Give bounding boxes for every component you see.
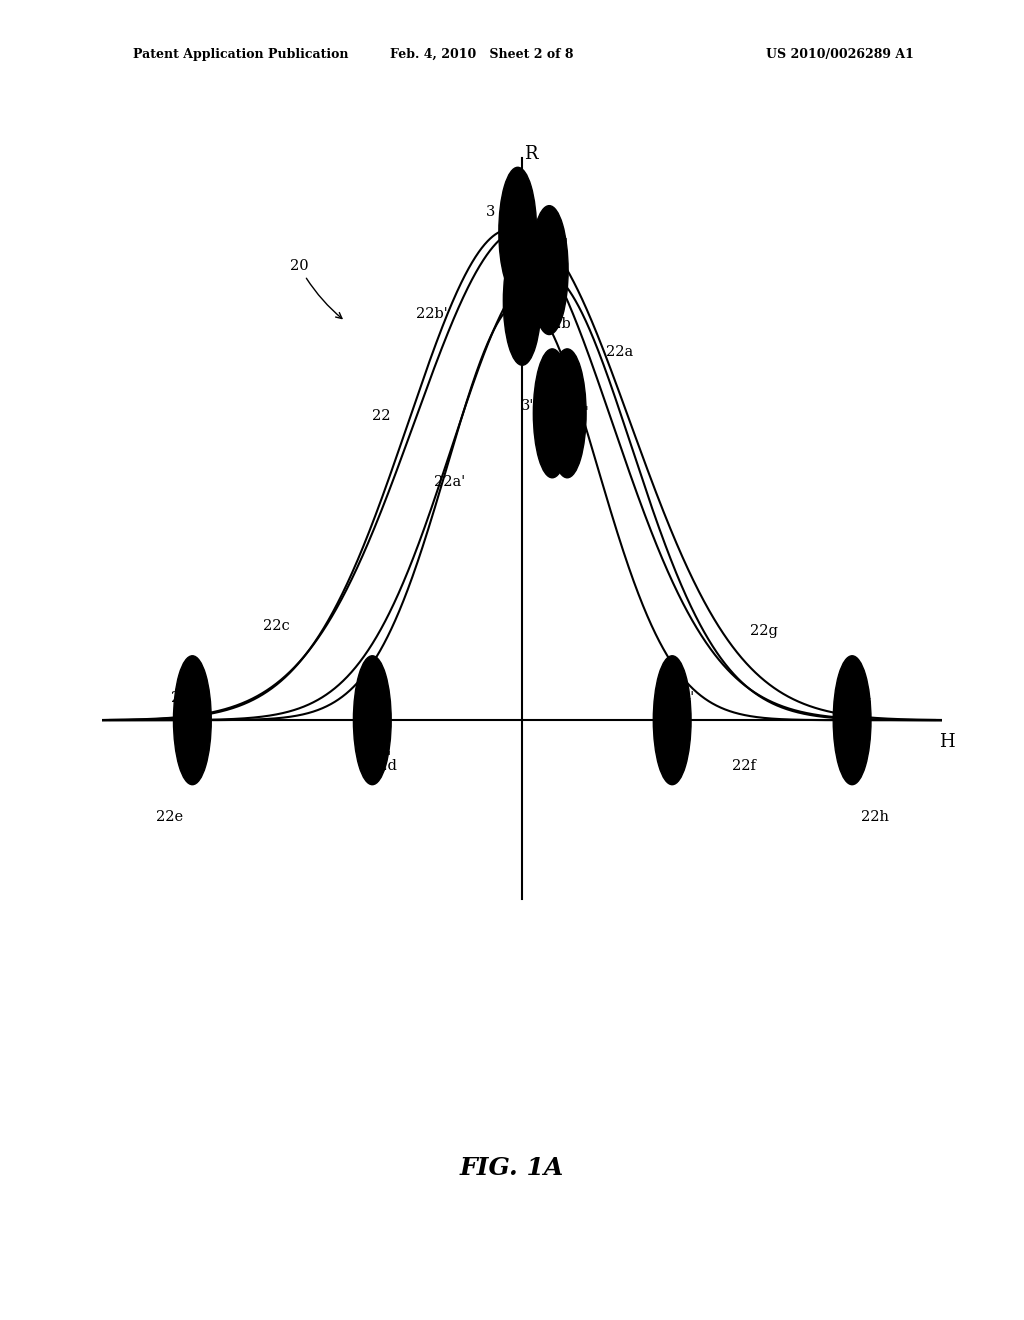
Text: 4': 4' [681, 690, 694, 705]
Circle shape [653, 656, 691, 784]
Text: 22b': 22b' [416, 306, 447, 321]
Text: 1': 1' [555, 238, 568, 252]
Text: R: R [524, 145, 538, 162]
Text: 3': 3' [521, 399, 535, 413]
Text: 22a': 22a' [434, 475, 465, 490]
Circle shape [534, 348, 571, 478]
Text: 1: 1 [529, 315, 539, 330]
Circle shape [834, 656, 871, 784]
Circle shape [499, 168, 537, 296]
Text: 22: 22 [372, 409, 390, 422]
Text: 22g: 22g [751, 624, 778, 638]
Circle shape [548, 348, 586, 478]
Text: 20: 20 [290, 259, 342, 318]
Text: 22h: 22h [860, 809, 889, 824]
Text: 22d: 22d [369, 759, 396, 772]
Text: 22e: 22e [157, 809, 183, 824]
Text: 1": 1" [573, 407, 589, 420]
Text: 22f: 22f [732, 759, 756, 772]
Circle shape [504, 236, 541, 366]
Text: 4: 4 [861, 690, 870, 705]
Circle shape [353, 656, 391, 784]
Text: Feb. 4, 2010   Sheet 2 of 8: Feb. 4, 2010 Sheet 2 of 8 [389, 48, 573, 61]
Text: 22c: 22c [263, 619, 290, 632]
Text: 22b: 22b [543, 317, 571, 331]
Text: 2': 2' [378, 751, 391, 764]
Text: 2: 2 [171, 690, 180, 705]
Text: Patent Application Publication: Patent Application Publication [133, 48, 348, 61]
Text: US 2010/0026289 A1: US 2010/0026289 A1 [766, 48, 913, 61]
Text: 3: 3 [485, 205, 496, 219]
Text: H: H [939, 733, 954, 751]
Circle shape [173, 656, 211, 784]
Text: 22a: 22a [606, 345, 634, 359]
Text: FIG. 1A: FIG. 1A [460, 1156, 564, 1180]
Circle shape [530, 206, 568, 334]
